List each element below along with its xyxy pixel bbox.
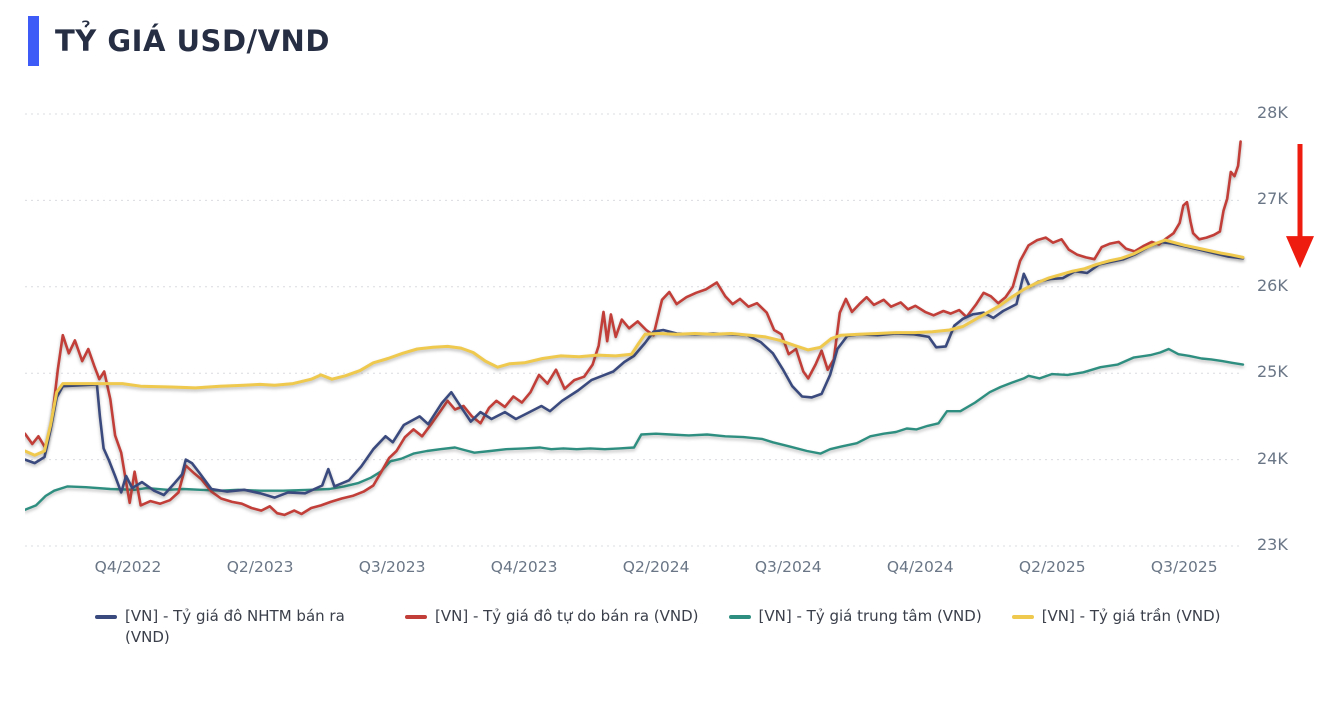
y-tick-label-27K: 27K bbox=[1257, 189, 1288, 209]
legend-item-tu-do[interactable]: [VN] - Tỷ giá đô tự do bán ra (VND) bbox=[405, 606, 699, 627]
chart-header: TỶ GIÁ USD/VND bbox=[28, 16, 330, 66]
series-line-0[interactable] bbox=[25, 240, 1245, 499]
legend-item-tran[interactable]: [VN] - Tỷ giá trần (VND) bbox=[1011, 606, 1221, 627]
x-tick-label-Q4-2024: Q4/2024 bbox=[886, 558, 954, 576]
y-tick-label-25K: 25K bbox=[1257, 362, 1288, 382]
title-accent-bar bbox=[28, 16, 39, 66]
series-line-1[interactable] bbox=[25, 140, 1242, 517]
x-tick-label-Q3-2023: Q3/2023 bbox=[358, 558, 426, 576]
legend-label-tran: [VN] - Tỷ giá trần (VND) bbox=[1041, 607, 1221, 625]
y-tick-label-26K: 26K bbox=[1257, 275, 1288, 295]
legend-swatch-tran bbox=[1011, 615, 1034, 619]
trend-down-arrow-icon bbox=[1286, 143, 1314, 268]
legend-label-tu-do: [VN] - Tỷ giá đô tự do bán ra (VND) bbox=[435, 607, 699, 625]
x-tick-label-Q4-2022: Q4/2022 bbox=[94, 558, 162, 576]
x-tick-label-Q3-2024: Q3/2024 bbox=[754, 558, 822, 576]
legend-swatch-tu-do bbox=[405, 615, 427, 619]
x-tick-label-Q2-2024: Q2/2024 bbox=[622, 558, 690, 576]
legend-label-trung-tam: [VN] - Tỷ giá trung tâm (VND) bbox=[758, 607, 982, 625]
chart-plot-area[interactable] bbox=[25, 95, 1247, 565]
x-tick-label-Q3-2025: Q3/2025 bbox=[1150, 558, 1218, 576]
x-tick-label-Q2-2025: Q2/2025 bbox=[1018, 558, 1086, 576]
legend-label-nhtm: [VN] - Tỷ giá đô NHTM bán ra (VND) bbox=[125, 607, 345, 646]
legend-item-nhtm[interactable]: [VN] - Tỷ giá đô NHTM bán ra (VND) bbox=[95, 606, 375, 648]
legend-swatch-nhtm bbox=[95, 615, 117, 619]
series-line-3[interactable] bbox=[25, 238, 1245, 457]
legend-swatch-trung-tam bbox=[728, 615, 751, 619]
y-tick-label-23K: 23K bbox=[1257, 535, 1288, 554]
series-line-2[interactable] bbox=[25, 347, 1245, 511]
legend-item-trung-tam[interactable]: [VN] - Tỷ giá trung tâm (VND) bbox=[728, 606, 982, 627]
y-tick-label-28K: 28K bbox=[1257, 103, 1288, 122]
x-tick-label-Q2-2023: Q2/2023 bbox=[226, 558, 294, 576]
chart-legend: [VN] - Tỷ giá đô NHTM bán ra (VND) [VN] … bbox=[95, 606, 1221, 648]
x-tick-label-Q4-2023: Q4/2023 bbox=[490, 558, 558, 576]
y-tick-label-24K: 24K bbox=[1257, 448, 1288, 468]
page-title: TỶ GIÁ USD/VND bbox=[55, 24, 330, 58]
